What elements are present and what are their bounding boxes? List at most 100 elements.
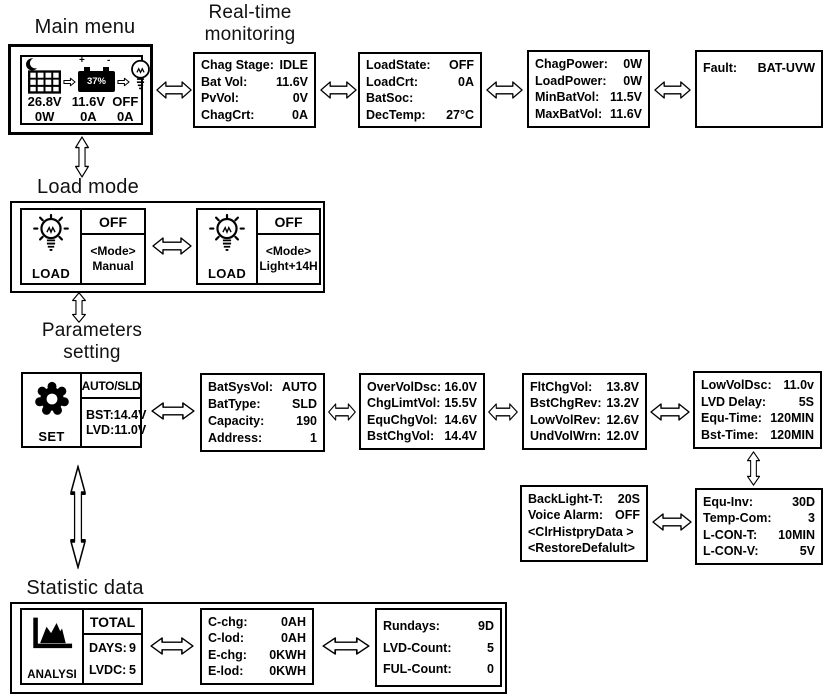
parameters-screen-5: BackLight-T: 20S Voice Alarm: OFF <ClrHistpr… — [520, 485, 648, 562]
row-label: ChagCrt: — [201, 107, 255, 122]
row-value: 5V — [799, 544, 815, 559]
row-label: <RestoreDefalult> — [528, 541, 635, 556]
load-icon-cell: LOAD — [22, 210, 82, 283]
double-arrow-p5-p6-icon — [652, 512, 692, 532]
screen-row: Temp-Com: 3 — [703, 510, 815, 526]
row-label: Rundays: — [383, 619, 440, 634]
screen-row: BatType: SLD — [208, 396, 317, 412]
screen-row: Fault: BAT-UVW — [703, 60, 815, 76]
row-label: LoadCrt: — [366, 74, 419, 89]
screen-row: LowVolDsc: 11.0v — [701, 377, 814, 393]
solar-panel-icon — [28, 70, 61, 94]
screen-row: C-lod: 0AH — [208, 630, 306, 646]
fault-screen: Fault: BAT-UVW — [695, 50, 823, 128]
row-label: LVD-Count: — [383, 640, 452, 655]
screen-row: E-lod: 0KWH — [208, 663, 306, 679]
row-label: L-CON-T: — [703, 527, 758, 542]
row-label: DecTemp: — [366, 107, 426, 122]
row-value: 12.0V — [606, 429, 639, 444]
row-value: 11.0v — [783, 377, 814, 392]
row-label: Voice Alarm: — [528, 508, 604, 523]
row-value: 120MIN — [770, 411, 814, 426]
row-value: 14.6V — [444, 412, 477, 427]
row-value: 0AH — [280, 631, 306, 646]
main-menu-screen: + - 37% 26.8V 11.6V OFF 0W 0A 0A — [20, 55, 143, 125]
row-label: Equ-Inv: — [703, 494, 753, 509]
double-arrow-rt1-rt2-icon — [320, 80, 357, 100]
screen-row: MaxBatVol: 11.6V — [535, 106, 642, 122]
row-label: UndVolWrn: — [530, 429, 602, 444]
pv-voltage: 26.8V — [27, 94, 62, 109]
parameters-screen-3: FltChgVol: 13.8V BstChgRev: 13.2V LowVolRev:… — [522, 373, 647, 450]
statistic-screen-2: Rundays: 9D LVD-Count: 5 FUL-Count: 0 — [375, 608, 502, 687]
parameters-screen-2: OverVolDsc: 16.0V ChgLimtVol: 15.5V EquChgVo… — [359, 373, 485, 450]
chart-icon — [31, 616, 73, 652]
row-value: 1 — [310, 431, 317, 445]
row-value: 0A — [458, 74, 474, 89]
load-mode-screen-2: LOAD OFF <Mode> Light+14H — [196, 208, 321, 285]
set-header: AUTO/SLD — [82, 374, 141, 399]
set-info-cell: AUTO/SLD BST:14.4V LVD:11.0V — [82, 374, 147, 446]
screen-row: L-CON-T: 10MIN — [703, 527, 815, 543]
screen-row: C-chg: 0AH — [208, 614, 306, 630]
battery-minus-sign: - — [107, 55, 111, 66]
statistic-heading: Statistic data — [26, 577, 144, 599]
analysis-screen: ANALYSI TOTAL DAYS: 9 LVDC: 5 — [20, 608, 143, 685]
row-label: Address: — [208, 431, 263, 445]
mode-tag: <Mode> — [265, 244, 312, 258]
row-label: LowVolDsc: — [701, 377, 772, 392]
load-info-cell: OFF <Mode> Light+14H — [258, 210, 319, 283]
row-label: MaxBatVol: — [535, 107, 603, 122]
screen-row: BstChgRev: 13.2V — [530, 395, 639, 411]
row-label: PvVol: — [201, 91, 239, 106]
row-label: C-chg: — [208, 614, 248, 629]
battery-plus-sign: + — [79, 55, 85, 66]
row-value: 13.2V — [606, 396, 639, 411]
row-value: 10MIN — [778, 527, 815, 542]
screen-row: LVDC: 5 — [89, 662, 136, 678]
row-value: 0KWH — [269, 647, 306, 662]
double-arrow-rt3-fault-icon — [654, 80, 691, 100]
load-mode-value-cell: <Mode> Light+14H — [258, 235, 319, 283]
screen-row: OverVolDsc: 16.0V — [367, 379, 477, 395]
statistic-screen-1: C-chg: 0AH C-lod: 0AH E-chg: 0KWH E-lod: 0KWH — [200, 608, 314, 685]
row-label: L-CON-V: — [703, 544, 759, 559]
row-value: 120MIN — [770, 428, 814, 443]
double-arrow-analysis-st1-icon — [150, 636, 194, 656]
set-screen: SET AUTO/SLD BST:14.4V LVD:11.0V — [21, 372, 147, 448]
realtime-screen-1: Chag Stage: IDLE Bat Vol: 11.6V PvVol: 0V Chag… — [193, 52, 316, 128]
screen-row: Capacity: 190 — [208, 413, 317, 429]
screen-row: L-CON-V: 5V — [703, 543, 815, 559]
analysis-header: TOTAL — [84, 610, 141, 635]
screen-row: LVD-Count: 5 — [383, 640, 494, 656]
screen-row: FUL-Count: 0 — [383, 661, 494, 677]
double-arrow-p4-p6-icon — [746, 451, 761, 486]
row-value: 27°C — [446, 107, 474, 122]
row-label: FUL-Count: — [383, 661, 452, 676]
screen-row: BstChgVol: 14.4V — [367, 428, 477, 444]
parameters-heading: Parameters setting — [28, 320, 156, 364]
battery-terminal-minus — [103, 67, 109, 72]
set-device-label: SET — [38, 429, 65, 444]
screen-row: BackLight-T: 20S — [528, 491, 640, 507]
row-label: BstChgVol: — [367, 429, 435, 444]
row-value: 190 — [296, 414, 317, 428]
set-values-cell: BST:14.4V LVD:11.0V — [82, 399, 146, 446]
double-arrow-p3-p4-icon — [650, 402, 690, 422]
load-mode-heading: Load mode — [37, 176, 139, 198]
row-label: LowVolRev: — [530, 412, 601, 427]
analysis-device-label: ANALYSI — [27, 669, 77, 681]
screen-row: Rundays: 9D — [383, 618, 494, 634]
row-label: LoadState: — [366, 58, 431, 73]
row-value: 0 — [487, 661, 494, 676]
screen-row: E-chg: 0KWH — [208, 647, 306, 663]
parameters-screen-1: BatSysVol: AUTO BatType: SLD Capacity: 190 Add… — [200, 373, 325, 452]
row-label: OverVolDsc: — [367, 379, 442, 394]
lvd-value: LVD:11.0V — [86, 422, 147, 437]
row-label: Fault: — [703, 61, 738, 75]
parameters-heading-line1: Parameters — [41, 320, 143, 341]
mode-value: Manual — [92, 259, 134, 273]
screen-row: ChagCrt: 0A — [201, 107, 308, 123]
row-value: 14.4V — [444, 429, 477, 444]
load-info-cell: OFF <Mode> Manual — [82, 210, 144, 283]
